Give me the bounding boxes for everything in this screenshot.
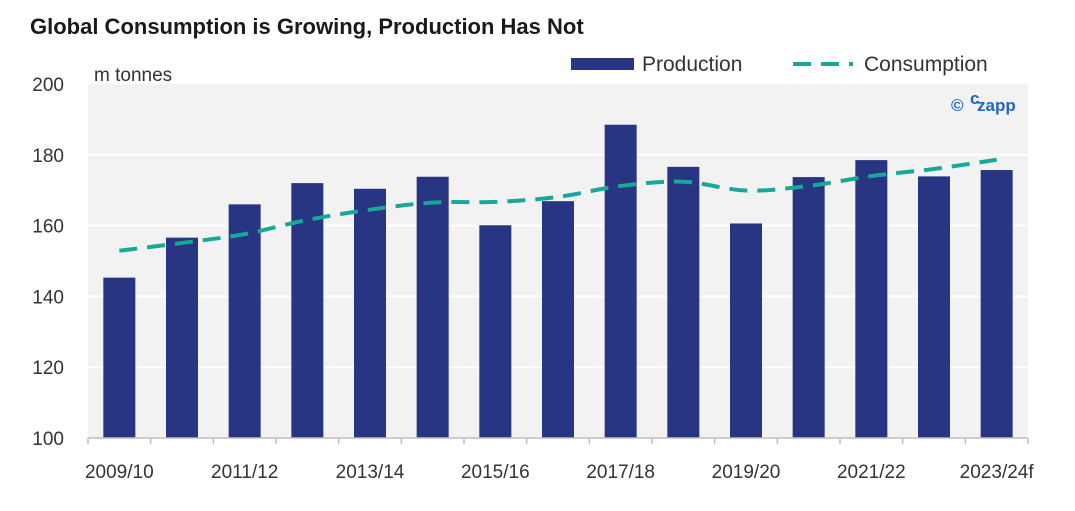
legend: Production Consumption [571,53,988,76]
chart-title: Global Consumption is Growing, Productio… [30,14,584,39]
consumption-line [119,157,997,253]
production-bar [166,237,198,438]
production-bar [354,188,386,438]
production-bars [103,124,1013,439]
logo-prefix: c [970,89,979,108]
x-tick-label: 2011/12 [211,462,278,483]
y-tick-label: 180 [32,146,64,167]
x-tick-label: 2015/16 [461,462,530,483]
y-axis-tick-labels: 100 120 140 160 180 200 [32,75,64,450]
y-tick-label: 120 [32,358,64,379]
legend-consumption-label: Consumption [864,53,988,76]
legend-production-swatch [571,58,634,70]
production-bar [103,277,136,438]
legend-production-label: Production [642,53,742,76]
x-tick-label: 2021/22 [837,462,906,483]
y-tick-label: 100 [32,429,64,450]
production-bar [291,183,324,438]
production-bar [730,223,762,438]
production-bar [416,176,449,439]
production-bar [667,166,700,438]
x-tick-label: 2013/14 [336,462,405,483]
czapp-logo: © c zapp [951,89,1016,115]
production-bar [542,201,574,438]
x-axis-ticks [87,438,1029,444]
logo-wordmark: zapp [977,96,1016,115]
y-tick-label: 140 [32,287,64,308]
x-tick-label: 2023/24f [960,462,1035,483]
x-tick-label: 2019/20 [712,462,781,483]
production-bar [228,204,261,438]
production-bar [855,160,888,439]
production-bar [792,177,825,439]
copyright-icon: © [951,96,964,115]
y-axis-unit-label: m tonnes [94,65,172,86]
y-tick-label: 160 [32,217,64,238]
production-bar [980,170,1013,438]
production-bar [479,225,512,438]
production-bar [918,176,950,439]
y-tick-label: 200 [32,75,64,96]
production-bar [604,124,637,439]
x-tick-label: 2009/10 [85,462,154,483]
x-axis-tick-labels: 2009/10 2011/12 2013/14 2015/16 2017/18 2019/… [85,462,1034,483]
x-tick-label: 2017/18 [586,462,655,483]
